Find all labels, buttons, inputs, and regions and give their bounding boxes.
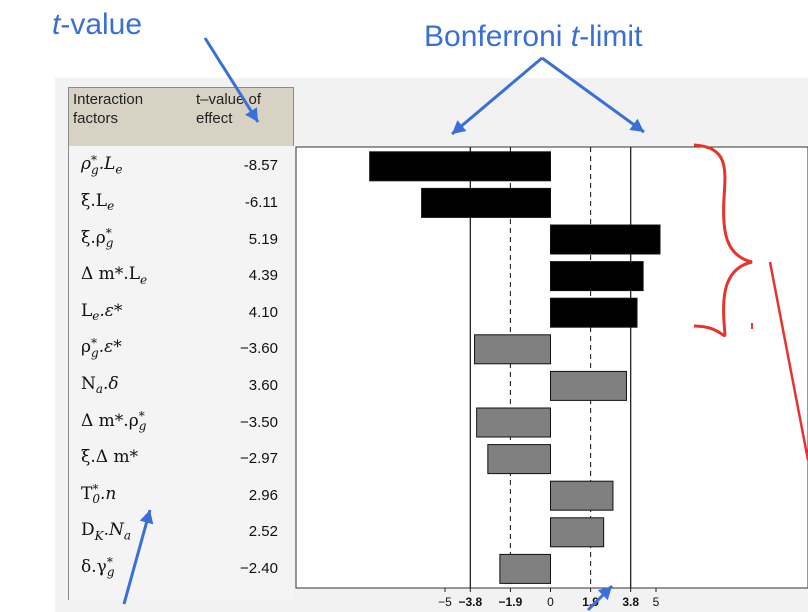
value-label: 3.60 — [248, 376, 278, 394]
tvalue-annotation: t-value — [52, 8, 143, 41]
value-label: -6.11 — [244, 193, 278, 211]
factor-label: D K .Na — [81, 520, 132, 543]
bar-6 — [550, 370, 627, 401]
x-tick-label: 0 — [547, 595, 554, 609]
bar-9 — [550, 480, 614, 511]
bar-4 — [550, 297, 638, 328]
x-tick-label: 1.9 — [582, 595, 599, 609]
factor-label: ξ.L e — [81, 190, 115, 214]
factors-arrow — [122, 509, 154, 605]
factor-label: δ.γ * g — [81, 555, 115, 580]
bar-11 — [499, 553, 551, 584]
axis-arrow — [586, 584, 614, 612]
factor-label: ρ * g .Le — [81, 152, 123, 177]
value-label: −3.50 — [240, 413, 278, 431]
x-tick-label: −5 — [438, 595, 452, 609]
red-pointer-line — [768, 261, 808, 461]
tvalue-arrow — [203, 37, 260, 123]
factor-label: N a .δ — [81, 373, 119, 397]
bar-10 — [550, 517, 605, 548]
x-tick-label: −1.9 — [499, 595, 523, 609]
bar-8 — [487, 444, 552, 475]
factor-label: L e .ε* — [81, 300, 123, 324]
table-body — [68, 146, 294, 600]
bar-5 — [474, 334, 552, 365]
bar-2 — [550, 224, 661, 255]
x-tick-label: 5 — [653, 595, 660, 609]
header-factors: Interaction factors — [73, 91, 144, 127]
bonferroni-left-arrow — [451, 56, 543, 136]
value-label: -8.57 — [243, 157, 278, 175]
factor-label: ρ * g .ε* — [81, 335, 122, 360]
x-tick-label: −3.8 — [458, 595, 482, 609]
value-label: 4.10 — [248, 303, 278, 321]
bonferroni-annotation: Bonferroni t-limit — [424, 20, 643, 53]
value-label: −2.40 — [240, 559, 278, 577]
x-tick-label: 3.8 — [622, 595, 639, 609]
factor-label: ξ.ρ * g — [81, 226, 114, 250]
factor-label: ξ.Δ m* — [81, 447, 139, 468]
bonferroni-right-arrow — [541, 56, 645, 134]
bar-7 — [476, 407, 551, 438]
significance-brace — [693, 143, 753, 338]
value-label: 2.96 — [248, 486, 278, 504]
value-label: 2.52 — [248, 523, 278, 541]
value-label: −3.60 — [240, 340, 278, 358]
bar-1 — [421, 187, 552, 218]
value-label: −2.97 — [240, 450, 278, 468]
value-label: 4.39 — [248, 267, 278, 285]
bar-3 — [550, 261, 644, 292]
bar-0 — [369, 151, 551, 182]
factor-label: Δ m*.ρ * g — [81, 409, 147, 433]
factor-label: Δ m*.L e — [81, 264, 148, 287]
value-label: 5.19 — [248, 230, 278, 248]
factor-label: T * 0 .n — [81, 482, 117, 507]
